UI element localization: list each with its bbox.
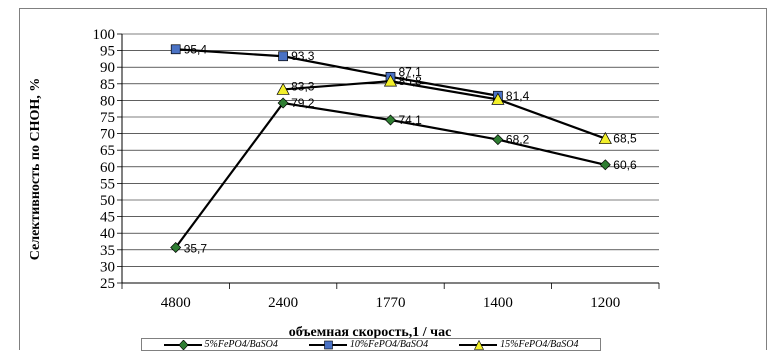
series-line-1 <box>175 48 499 97</box>
y-tick-label: 35 <box>100 243 115 259</box>
legend-item-10: 10%FePO4/BaSO4 <box>308 339 429 350</box>
legend: 5%FePO4/BaSO4 10%FePO4/BaSO4 15%FePO4/Ba… <box>141 338 601 351</box>
data-label: 74,1 <box>399 113 423 127</box>
chart-frame: 25 30 35 40 45 50 55 60 65 70 75 80 85 90 95 100 4800 240… <box>19 8 767 351</box>
legend-swatch-5 <box>163 339 202 350</box>
series-line-2 <box>283 80 606 140</box>
point-square <box>170 44 181 55</box>
x-tick-label: 4800 <box>161 295 191 311</box>
point-diamond <box>492 134 504 146</box>
y-tick-label: 90 <box>100 60 115 76</box>
data-label: 93,3 <box>291 49 315 63</box>
point-square <box>278 51 288 62</box>
data-label: 81,4 <box>506 89 530 103</box>
point-diamond <box>385 114 396 126</box>
y-tick-label: 80 <box>100 93 115 109</box>
x-tick-label: 1770 <box>376 295 406 311</box>
y-axis-title: Селективность по СНОН, % <box>28 78 43 261</box>
y-tick-label: 70 <box>100 127 115 143</box>
x-tick-label: 1200 <box>590 295 620 311</box>
data-label: 35,7 <box>184 241 208 255</box>
legend-item-15: 15%FePO4/BaSO4 <box>459 339 578 350</box>
y-tick-label: 40 <box>100 226 115 242</box>
y-tick-label: 60 <box>100 160 115 176</box>
legend-label-10: 10%FePO4/BaSO4 <box>349 339 429 350</box>
point-diamond <box>170 241 182 253</box>
x-tick-label: 1400 <box>483 295 513 311</box>
series-layer <box>170 44 612 253</box>
data-label: 68,5 <box>613 132 637 146</box>
point-diamond <box>599 159 611 171</box>
y-tick-label: 50 <box>100 193 115 209</box>
y-tick-label: 30 <box>100 259 115 275</box>
legend-swatch-15 <box>459 339 498 350</box>
y-tick-label: 65 <box>100 143 115 159</box>
legend-swatch-10 <box>308 340 347 350</box>
x-tick-label: 2400 <box>268 295 298 311</box>
point-triangle <box>598 131 612 144</box>
data-labels: 35,7 79,2 74,1 68,2 60,6 95,4 93,3 87,1 81,4 83,3… <box>184 42 637 255</box>
y-tick-label: 45 <box>100 210 115 226</box>
legend-label-5: 5%FePO4/BaSO4 <box>204 339 278 350</box>
data-label: 95,4 <box>184 42 208 56</box>
point-triangle <box>383 74 398 87</box>
legend-item-5: 5%FePO4/BaSO4 <box>163 339 278 350</box>
data-label: 83,3 <box>291 79 315 93</box>
data-label: 60,6 <box>613 158 637 172</box>
y-tick-label: 95 <box>100 44 115 60</box>
y-tick-label: 85 <box>100 77 115 93</box>
data-label: 68,2 <box>506 133 530 147</box>
y-tick-label: 55 <box>100 176 115 192</box>
y-tick-label: 75 <box>100 110 115 126</box>
data-label: 87,1 <box>399 65 423 79</box>
data-label: 79,2 <box>291 96 315 110</box>
data-label: 85,8 <box>399 74 423 88</box>
x-axis-title: объемная скорость,1 / час <box>289 325 452 340</box>
point-triangle <box>276 82 290 95</box>
y-tick-label: 25 <box>100 276 115 292</box>
legend-label-15: 15%FePO4/BaSO4 <box>500 339 579 350</box>
point-diamond <box>277 97 289 109</box>
point-triangle <box>491 92 505 105</box>
y-tick-label: 100 <box>93 27 116 43</box>
